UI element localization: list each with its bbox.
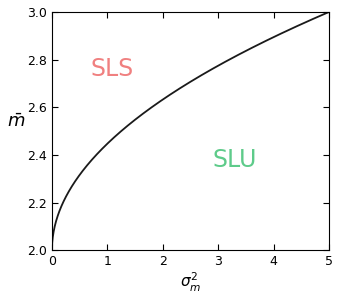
Text: SLU: SLU [213,148,257,172]
Y-axis label: $\bar{m}$: $\bar{m}$ [7,113,25,131]
X-axis label: $\sigma_m^2$: $\sigma_m^2$ [180,271,201,294]
Text: SLS: SLS [91,57,134,81]
